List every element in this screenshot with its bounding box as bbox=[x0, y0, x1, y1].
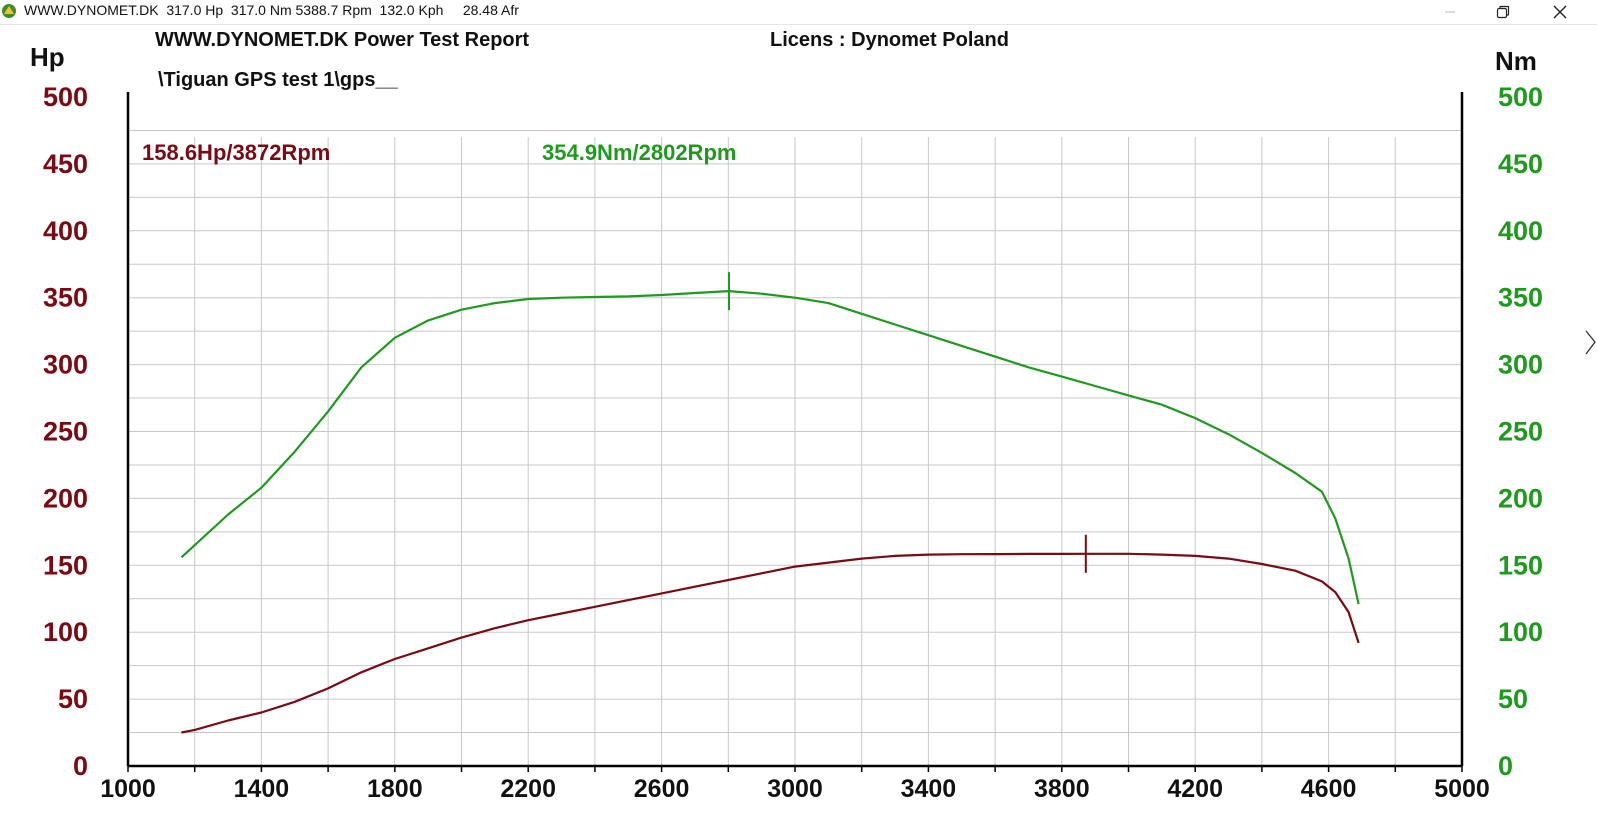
y-left-tick-label: 350 bbox=[43, 283, 88, 313]
restore-icon bbox=[1496, 5, 1510, 19]
x-tick-label: 4200 bbox=[1167, 775, 1223, 803]
y-left-tick-label: 150 bbox=[43, 550, 88, 580]
close-button[interactable] bbox=[1540, 0, 1580, 24]
y-right-tick-label: 50 bbox=[1498, 684, 1528, 714]
x-tick-label: 2600 bbox=[634, 775, 690, 803]
y-left-tick-label: 50 bbox=[58, 684, 88, 714]
series-line-hp bbox=[181, 552, 1360, 734]
x-tick-label: 3000 bbox=[767, 775, 823, 803]
minimize-button[interactable] bbox=[1430, 0, 1470, 24]
x-tick-label: 1400 bbox=[234, 775, 290, 803]
y-left-tick-label: 300 bbox=[43, 350, 88, 380]
x-tick-label: 2200 bbox=[500, 775, 556, 803]
y-left-tick-label: 200 bbox=[43, 483, 88, 513]
y-right-tick-label: 350 bbox=[1498, 283, 1543, 313]
license-label: Licens : Dynomet Poland bbox=[770, 29, 1009, 51]
y-left-tick-label: 400 bbox=[43, 216, 88, 246]
y-right-tick-label: 400 bbox=[1498, 216, 1543, 246]
window-titlebar: WWW.DYNOMET.DK 317.0 Hp 317.0 Nm 5388.7 … bbox=[0, 0, 1597, 25]
nm-peak-label: 354.9Nm/2802Rpm bbox=[542, 140, 736, 165]
y-right-axis-label: Nm bbox=[1495, 46, 1537, 76]
report-header: WWW.DYNOMET.DK Power Test Report bbox=[155, 29, 529, 51]
x-tick-label: 4600 bbox=[1301, 775, 1357, 803]
restore-button[interactable] bbox=[1483, 0, 1523, 24]
x-tick-label: 1000 bbox=[100, 775, 156, 803]
axes bbox=[126, 92, 1464, 772]
y-right-tick-label: 300 bbox=[1498, 350, 1543, 380]
window-title: WWW.DYNOMET.DK 317.0 Hp 317.0 Nm 5388.7 … bbox=[24, 2, 519, 18]
tick-labels: 1000 1400 1800 2200 2600 3000 3400 3800 4200 4600… bbox=[43, 82, 1543, 803]
y-right-tick-label: 450 bbox=[1498, 149, 1543, 179]
y-right-tick-label: 100 bbox=[1498, 617, 1543, 647]
y-right-tick-label: 250 bbox=[1498, 417, 1543, 447]
series-line-nm bbox=[180, 290, 1360, 605]
file-path: \Tiguan GPS test 1\gps__ bbox=[158, 69, 399, 91]
x-tick-label: 3800 bbox=[1034, 775, 1090, 803]
series bbox=[180, 272, 1360, 734]
y-left-tick-label: 100 bbox=[43, 617, 88, 647]
y-left-tick-label: 0 bbox=[73, 751, 88, 781]
minimize-icon bbox=[1445, 11, 1455, 13]
y-left-tick-label: 250 bbox=[43, 417, 88, 447]
app-icon bbox=[2, 4, 16, 18]
y-right-tick-label: 200 bbox=[1498, 483, 1543, 513]
hp-peak-label: 158.6Hp/3872Rpm bbox=[142, 140, 330, 165]
dyno-chart: 1000 1400 1800 2200 2600 3000 3400 3800 4200 4600… bbox=[30, 29, 1543, 803]
x-tick-label: 1800 bbox=[367, 775, 423, 803]
y-right-tick-label: 500 bbox=[1498, 82, 1543, 112]
close-icon bbox=[1553, 5, 1567, 19]
x-tick-label: 5000 bbox=[1434, 775, 1490, 803]
y-left-tick-label: 500 bbox=[43, 82, 88, 112]
y-left-tick-label: 450 bbox=[43, 149, 88, 179]
y-right-tick-label: 150 bbox=[1498, 550, 1543, 580]
y-right-tick-label: 0 bbox=[1498, 751, 1513, 781]
y-left-axis-label: Hp bbox=[30, 42, 65, 72]
grid bbox=[128, 129, 1462, 766]
resize-cursor-icon bbox=[1585, 330, 1596, 355]
x-tick-label: 3400 bbox=[901, 775, 957, 803]
